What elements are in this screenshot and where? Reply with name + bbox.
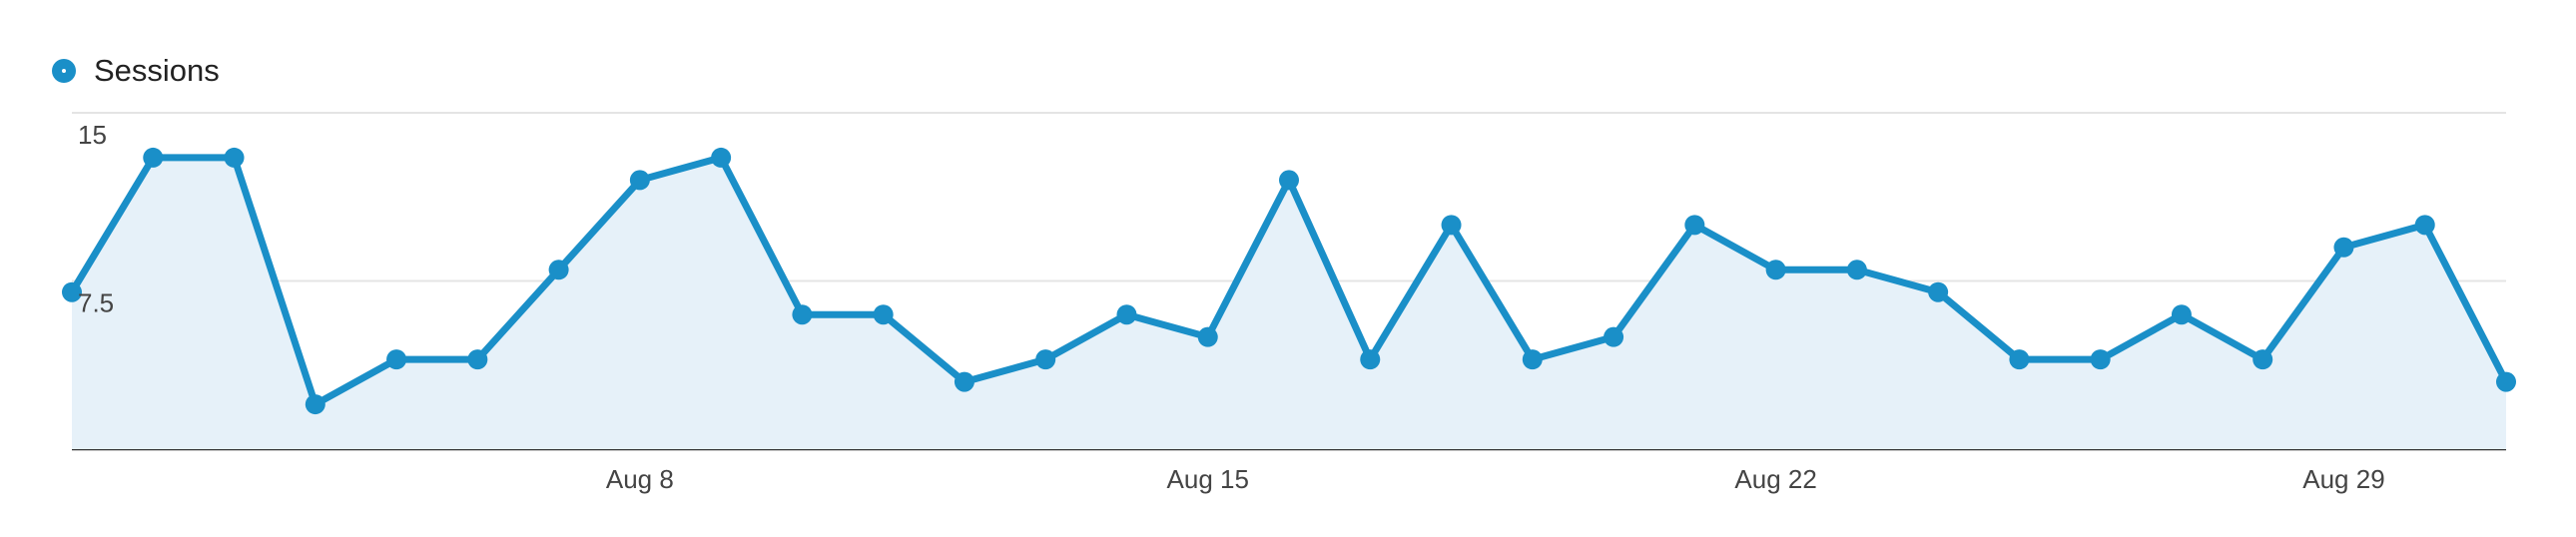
data-point[interactable]	[2414, 215, 2435, 236]
x-tick-label: Aug 8	[606, 464, 674, 494]
data-point[interactable]	[1684, 215, 1705, 236]
data-point[interactable]	[954, 371, 974, 392]
data-point[interactable]	[2171, 304, 2192, 325]
data-point[interactable]	[873, 304, 894, 325]
data-point[interactable]	[1522, 349, 1543, 370]
area-fill	[72, 157, 2506, 449]
legend-label: Sessions	[94, 53, 220, 88]
data-point[interactable]	[1197, 326, 1218, 347]
x-tick-label: Aug 22	[1734, 464, 1816, 494]
data-point[interactable]	[629, 170, 650, 191]
data-point[interactable]	[1035, 349, 1056, 370]
data-point[interactable]	[386, 349, 407, 370]
data-point[interactable]	[792, 304, 813, 325]
data-point[interactable]	[1928, 281, 1949, 302]
data-point[interactable]	[1604, 326, 1624, 347]
data-point[interactable]	[305, 394, 325, 415]
legend[interactable]: Sessions	[52, 46, 220, 96]
data-point[interactable]	[2333, 237, 2354, 258]
data-point[interactable]	[1116, 304, 1137, 325]
data-point[interactable]	[143, 147, 164, 168]
data-point[interactable]	[1279, 170, 1299, 191]
data-point[interactable]	[2090, 349, 2111, 370]
data-point[interactable]	[62, 281, 82, 302]
y-tick-label: 15	[78, 120, 107, 150]
data-point[interactable]	[548, 260, 569, 280]
data-point[interactable]	[467, 349, 488, 370]
data-point[interactable]	[2496, 371, 2516, 392]
data-point[interactable]	[1846, 260, 1867, 280]
data-point[interactable]	[1765, 260, 1786, 280]
data-point[interactable]	[2253, 349, 2273, 370]
x-tick-label: Aug 29	[2302, 464, 2384, 494]
data-point[interactable]	[711, 147, 732, 168]
x-tick-label: Aug 15	[1167, 464, 1249, 494]
data-point[interactable]	[2009, 349, 2030, 370]
data-point[interactable]	[1441, 215, 1462, 236]
y-tick-label: 7.5	[78, 288, 114, 318]
data-point[interactable]	[224, 147, 245, 168]
legend-marker-icon	[52, 59, 76, 83]
data-point[interactable]	[1360, 349, 1381, 370]
